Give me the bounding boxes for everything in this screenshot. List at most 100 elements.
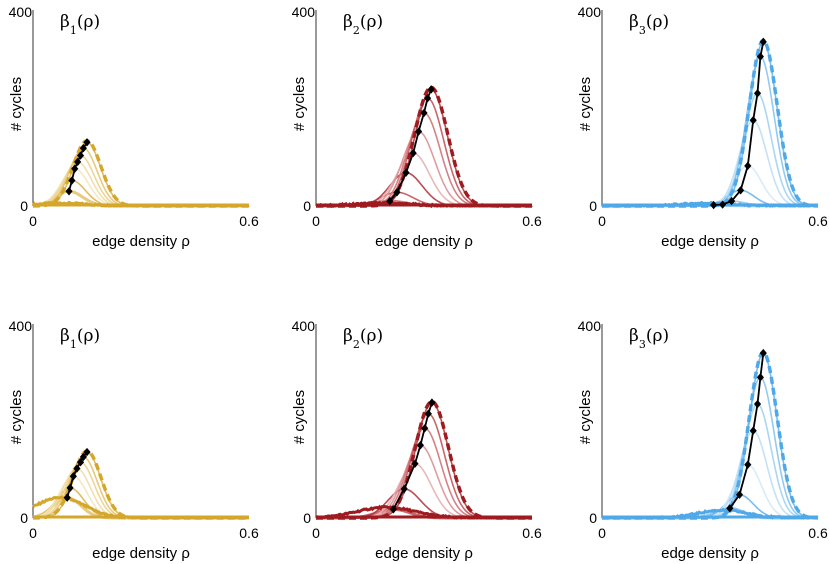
peak-diamond-marker	[400, 484, 408, 494]
panel-6: 0 400 0 0.6 edge density ρ # cycles β3(ρ)	[577, 318, 828, 562]
peak-diamond-marker	[76, 151, 85, 160]
y-tick-label: 0	[303, 198, 311, 214]
dashed-envelope-curve	[316, 399, 532, 520]
y-tick-label: 400	[292, 318, 316, 334]
x-axis-label: edge density ρ	[661, 545, 759, 562]
panel-3: 0 400 0 0.6 edge density ρ # cycles β3(ρ)	[577, 4, 828, 250]
peak-diamond-marker	[83, 138, 91, 147]
series-line	[602, 55, 818, 207]
peak-diamond-marker	[737, 186, 745, 195]
panel-title-argument: (ρ)	[646, 12, 669, 32]
peak-diamond-marker	[749, 116, 757, 125]
panel-title: β1(ρ)	[60, 12, 100, 37]
x-axis-label: edge density ρ	[375, 233, 473, 250]
x-tick-label: 0.6	[239, 525, 259, 541]
x-axis-label: edge density ρ	[661, 233, 759, 250]
panel-title: β3(ρ)	[629, 326, 669, 351]
peak-diamond-marker	[756, 373, 764, 382]
peak-diamond-marker	[735, 490, 744, 499]
y-tick-label: 0	[589, 198, 597, 214]
curve-group	[31, 138, 250, 208]
series-line	[316, 171, 532, 207]
x-tick-label: 0.6	[239, 213, 259, 229]
peak-diamond-marker	[74, 157, 82, 167]
panel-title-subscript: 2	[353, 338, 360, 351]
peak-diamond-marker	[415, 127, 423, 136]
peak-diamond-marker	[73, 464, 81, 473]
series-line	[316, 112, 532, 207]
peak-diamond-marker	[76, 458, 85, 467]
peak-diamond-marker	[744, 161, 752, 171]
x-axis-label: edge density ρ	[92, 545, 190, 562]
panel-title: β2(ρ)	[343, 326, 383, 351]
y-tick-label: 0	[20, 510, 28, 526]
series-line	[316, 130, 532, 207]
curve-group	[601, 350, 819, 520]
panel-title-argument: (ρ)	[77, 326, 100, 346]
y-tick-label: 400	[578, 4, 602, 20]
panel-title-subscript: 1	[70, 24, 77, 37]
panel-1: 0 400 0 0.6 edge density ρ # cycles β1(ρ)	[8, 4, 259, 250]
y-tick-label: 400	[9, 4, 33, 20]
x-axis-label: edge density ρ	[375, 545, 473, 562]
dashed-envelope-curve	[32, 138, 249, 208]
peak-diamond-marker	[71, 164, 79, 173]
peak-diamond-marker	[66, 483, 74, 493]
panel-title-argument: (ρ)	[646, 326, 669, 346]
x-tick-label: 0.6	[808, 213, 828, 229]
panel-title: β2(ρ)	[343, 12, 383, 37]
y-axis-label: # cycles	[577, 390, 594, 444]
peak-diamond-marker	[79, 452, 87, 462]
peak-diamond-marker	[386, 196, 394, 206]
dashed-envelope-curve	[32, 449, 249, 520]
x-tick-label: 0	[312, 525, 320, 541]
x-tick-label: 0	[598, 213, 606, 229]
x-tick-label: 0	[29, 525, 37, 541]
x-tick-label: 0.6	[522, 525, 542, 541]
peak-diamond-marker	[79, 143, 87, 153]
panel-title: β1(ρ)	[60, 326, 100, 351]
curve-group	[601, 38, 819, 208]
peak-diamond-marker	[759, 37, 767, 47]
y-axis-label: # cycles	[577, 77, 594, 131]
peak-diamond-marker	[83, 447, 91, 457]
y-axis-label: # cycles	[8, 390, 25, 444]
curve-group	[316, 85, 533, 209]
peak-diamond-marker	[710, 200, 718, 210]
peak-diamond-marker	[65, 187, 73, 196]
peak-diamond-marker	[753, 89, 762, 98]
panel-title-argument: (ρ)	[77, 12, 100, 32]
series-line	[602, 92, 818, 207]
panel-title-argument: (ρ)	[360, 12, 383, 32]
peak-diamond-marker	[728, 196, 736, 206]
y-tick-label: 400	[292, 4, 316, 20]
series-line	[316, 444, 532, 519]
peak-diamond-marker	[63, 493, 71, 502]
x-tick-label: 0.6	[808, 525, 828, 541]
peak-diamond-marker	[759, 348, 767, 358]
peak-diamond-marker	[726, 504, 734, 513]
panel-5: 0 400 0 0.6 edge density ρ # cycles β2(ρ)	[291, 318, 542, 562]
curve-group	[315, 399, 532, 520]
peak-diamond-marker	[744, 460, 752, 469]
y-tick-label: 400	[9, 318, 33, 334]
dashed-envelope-curve	[602, 38, 818, 208]
panel-title: β3(ρ)	[629, 12, 669, 37]
series-line	[602, 376, 818, 519]
x-axis-label: edge density ρ	[92, 233, 190, 250]
x-tick-label: 0.6	[522, 213, 542, 229]
peak-diamond-marker	[389, 505, 397, 514]
peak-diamond-marker	[409, 148, 417, 158]
series-line	[33, 141, 249, 207]
y-axis-label: # cycles	[291, 77, 308, 131]
x-tick-label: 0	[312, 213, 320, 229]
peak-diamond-marker	[393, 188, 401, 197]
peak-diamond-marker	[428, 398, 436, 407]
peak-diamond-marker	[421, 424, 429, 433]
peak-diamond-marker	[753, 399, 762, 409]
panel-2: 0 400 0 0.6 edge density ρ # cycles β2(ρ)	[291, 4, 542, 250]
panel-4: 0 400 0 0.6 edge density ρ # cycles β1(ρ)	[8, 318, 259, 562]
panel-title-subscript: 1	[70, 338, 77, 351]
